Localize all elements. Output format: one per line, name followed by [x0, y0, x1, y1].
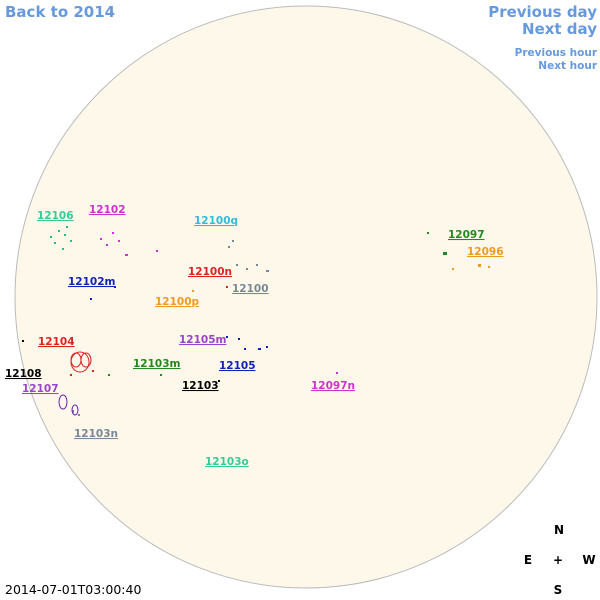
region-label[interactable]: 12100: [232, 283, 269, 295]
region-label[interactable]: 12106: [37, 210, 74, 222]
region-label[interactable]: 12097: [448, 229, 485, 241]
region-label[interactable]: 12105: [219, 360, 256, 372]
region-label[interactable]: 12108: [5, 368, 42, 380]
next-hour-link[interactable]: Next hour: [538, 60, 598, 72]
region-label[interactable]: 12103m: [133, 358, 181, 370]
region-label[interactable]: 12105m: [179, 334, 227, 346]
navigation: Back to 2014 Previous day Next day Previ…: [5, 3, 598, 72]
compass: N E + W S: [524, 523, 596, 597]
region-label[interactable]: 12102m: [68, 276, 116, 288]
compass-center: +: [553, 553, 563, 567]
region-labels: 12106 12102 12100q 12097 12096 12100n 12…: [5, 204, 504, 468]
region-label[interactable]: 12096: [467, 246, 504, 258]
solar-disk: [14, 5, 598, 589]
timestamp: 2014-07-01T03:00:40: [5, 582, 141, 597]
previous-day-link[interactable]: Previous day: [488, 3, 597, 21]
region-label[interactable]: 12100n: [188, 266, 232, 278]
region-label[interactable]: 12103n: [74, 428, 118, 440]
region-label[interactable]: 12107: [22, 383, 59, 395]
region-label[interactable]: 12102: [89, 204, 126, 216]
region-label[interactable]: 12097n: [311, 380, 355, 392]
compass-south: S: [554, 583, 563, 597]
region-label[interactable]: 12103o: [205, 456, 249, 468]
region-label[interactable]: 12100p: [155, 296, 200, 308]
region-label[interactable]: 12103: [182, 380, 219, 392]
sunspots: [22, 226, 490, 416]
back-link[interactable]: Back to 2014: [5, 3, 115, 21]
region-label[interactable]: 12104: [38, 336, 75, 348]
region-label[interactable]: 12100q: [194, 215, 238, 227]
compass-west: W: [582, 553, 595, 567]
next-day-link[interactable]: Next day: [522, 20, 597, 38]
previous-hour-link[interactable]: Previous hour: [515, 47, 598, 59]
compass-east: E: [524, 553, 532, 567]
compass-north: N: [554, 523, 564, 537]
